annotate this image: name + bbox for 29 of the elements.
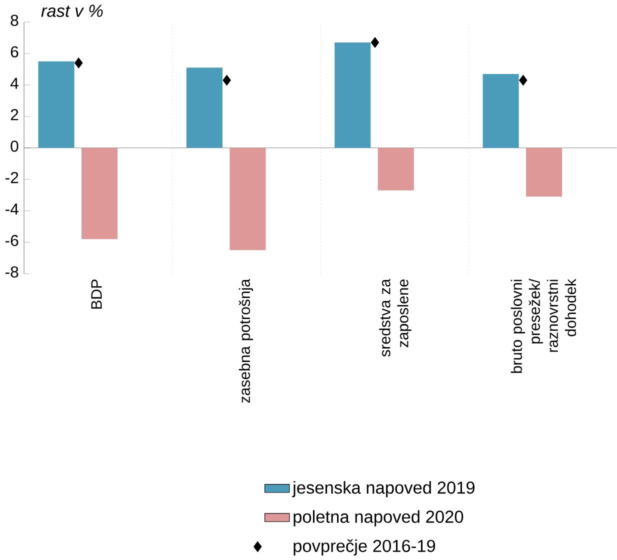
point <box>370 37 380 48</box>
bar <box>38 61 74 148</box>
x-tick-label: bruto poslovni presežek/ raznovrstni dohodek <box>510 278 576 374</box>
point <box>74 58 83 68</box>
x-tick-label: sredstva za zaposlene <box>379 278 412 357</box>
y-tick-label: -2 <box>6 172 18 184</box>
legend-label: povprečje 2016-19 <box>294 539 436 556</box>
bar <box>378 148 414 190</box>
x-tick-label: zasebna potrošnja <box>238 278 254 403</box>
y-tick-label: 0 <box>10 140 18 152</box>
y-tick-label: 8 <box>10 14 18 26</box>
y-tick-label: -8 <box>6 266 18 278</box>
x-tick-label: BDP <box>91 280 102 309</box>
y-tick-label: 2 <box>10 109 18 120</box>
bar <box>334 42 371 148</box>
legend-label: poletna napoved 2020 <box>294 510 464 526</box>
bar <box>482 74 519 148</box>
y-tick-label: 4 <box>10 78 18 89</box>
bar <box>230 148 266 250</box>
y-axis-title: rast v % <box>41 4 103 18</box>
y-tick-label: 6 <box>10 46 18 58</box>
legend-label: jesenska napoved 2019 <box>292 481 475 498</box>
bar <box>186 68 222 148</box>
point <box>222 75 231 86</box>
bar <box>82 148 118 240</box>
bar <box>526 148 562 197</box>
y-tick-label: -6 <box>6 235 18 246</box>
y-tick-label: -4 <box>6 204 18 215</box>
point <box>519 75 528 86</box>
